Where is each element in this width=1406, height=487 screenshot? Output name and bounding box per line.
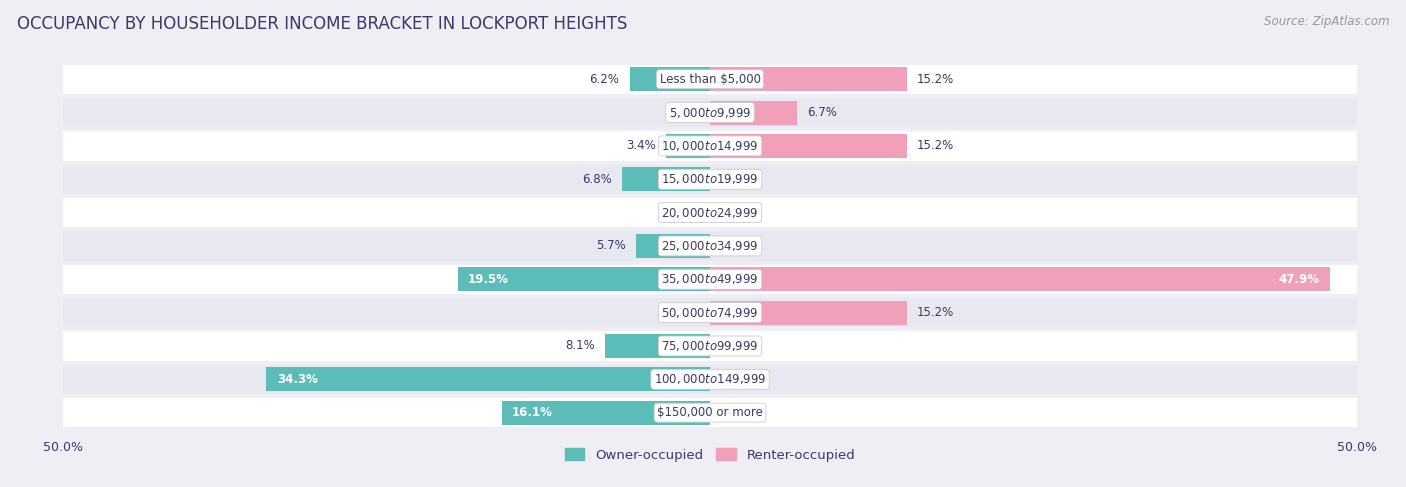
Bar	[63, 65, 1357, 94]
Text: $150,000 or more: $150,000 or more	[657, 406, 763, 419]
Bar	[63, 165, 1357, 194]
Bar	[630, 67, 710, 91]
Text: 19.5%: 19.5%	[468, 273, 509, 286]
Text: 8.1%: 8.1%	[565, 339, 595, 353]
Text: $75,000 to $99,999: $75,000 to $99,999	[661, 339, 759, 353]
Text: $25,000 to $34,999: $25,000 to $34,999	[661, 239, 759, 253]
Text: $5,000 to $9,999: $5,000 to $9,999	[669, 106, 751, 119]
Text: 6.8%: 6.8%	[582, 173, 612, 186]
Legend: Owner-occupied, Renter-occupied: Owner-occupied, Renter-occupied	[560, 443, 860, 467]
Text: $15,000 to $19,999: $15,000 to $19,999	[661, 172, 759, 186]
Bar	[502, 401, 710, 425]
Text: 6.2%: 6.2%	[589, 73, 620, 86]
Bar	[266, 367, 710, 392]
Bar	[63, 264, 1357, 294]
Bar	[710, 300, 907, 325]
Text: OCCUPANCY BY HOUSEHOLDER INCOME BRACKET IN LOCKPORT HEIGHTS: OCCUPANCY BY HOUSEHOLDER INCOME BRACKET …	[17, 15, 627, 33]
Text: 6.7%: 6.7%	[807, 106, 837, 119]
Bar	[458, 267, 710, 291]
Text: 0.0%: 0.0%	[671, 206, 700, 219]
Text: 0.0%: 0.0%	[720, 206, 749, 219]
Text: 16.1%: 16.1%	[512, 406, 553, 419]
Text: 0.0%: 0.0%	[720, 339, 749, 353]
Text: Source: ZipAtlas.com: Source: ZipAtlas.com	[1264, 15, 1389, 28]
Bar	[63, 331, 1357, 361]
Text: 34.3%: 34.3%	[277, 373, 318, 386]
Bar	[710, 134, 907, 158]
Bar	[710, 67, 907, 91]
Bar	[666, 134, 710, 158]
Bar	[63, 398, 1357, 427]
Text: 15.2%: 15.2%	[917, 139, 955, 152]
Bar	[63, 198, 1357, 227]
Text: 47.9%: 47.9%	[1278, 273, 1319, 286]
Text: 0.0%: 0.0%	[720, 173, 749, 186]
Bar	[621, 167, 710, 191]
Text: 0.0%: 0.0%	[720, 240, 749, 252]
Text: 0.0%: 0.0%	[720, 406, 749, 419]
Bar	[63, 231, 1357, 261]
Text: 3.4%: 3.4%	[626, 139, 655, 152]
Bar	[63, 298, 1357, 327]
Text: $100,000 to $149,999: $100,000 to $149,999	[654, 373, 766, 386]
Text: $20,000 to $24,999: $20,000 to $24,999	[661, 206, 759, 220]
Text: 5.7%: 5.7%	[596, 240, 626, 252]
Text: $50,000 to $74,999: $50,000 to $74,999	[661, 306, 759, 319]
Bar	[710, 100, 797, 125]
Text: Less than $5,000: Less than $5,000	[659, 73, 761, 86]
Text: 0.0%: 0.0%	[671, 106, 700, 119]
Bar	[605, 334, 710, 358]
Bar	[63, 98, 1357, 127]
Text: $10,000 to $14,999: $10,000 to $14,999	[661, 139, 759, 153]
Text: 0.0%: 0.0%	[720, 373, 749, 386]
Text: $35,000 to $49,999: $35,000 to $49,999	[661, 272, 759, 286]
Text: 15.2%: 15.2%	[917, 73, 955, 86]
Bar	[637, 234, 710, 258]
Text: 0.0%: 0.0%	[671, 306, 700, 319]
Bar	[63, 365, 1357, 394]
Bar	[710, 267, 1330, 291]
Bar	[63, 131, 1357, 161]
Text: 15.2%: 15.2%	[917, 306, 955, 319]
